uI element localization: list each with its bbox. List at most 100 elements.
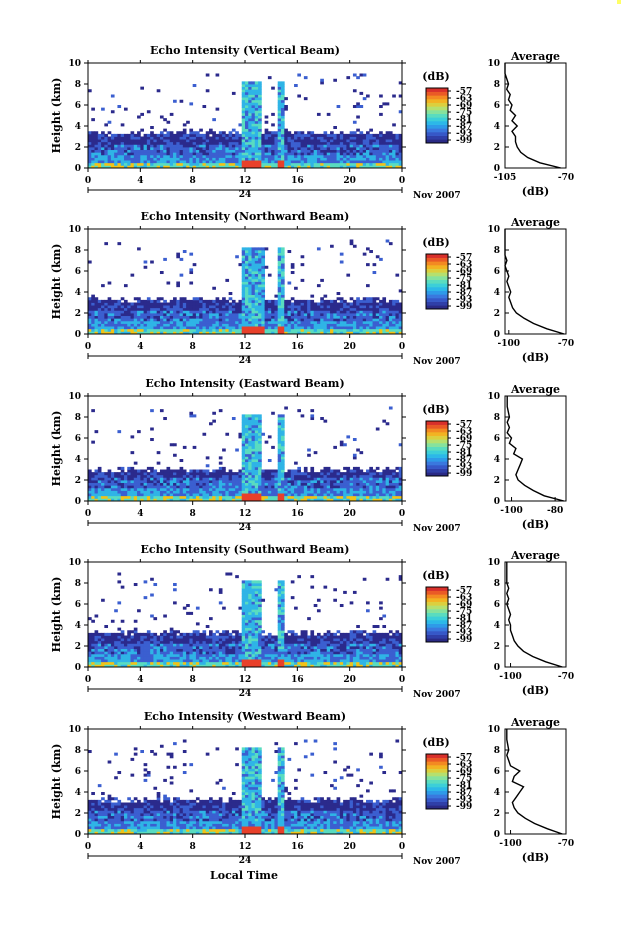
heatmap-cell [218,154,223,158]
heatmap-cell [336,157,341,161]
heatmap-cell [392,485,396,489]
heatmap-cell [271,136,275,140]
heatmap-cell [215,477,220,481]
y-tick-label: 10 [68,392,81,402]
heatmap-cell [97,664,102,668]
heatmap-cell [114,147,118,151]
heatmap-cell [261,307,266,311]
heatmap-cell [156,477,161,481]
heatmap-cell [392,160,396,164]
heatmap-cell [245,472,249,476]
heatmap-cell [343,310,347,314]
heatmap-cell [352,318,357,322]
heatmap-cell [388,133,393,137]
heatmap-cell [346,320,351,324]
heatmap-cell [218,323,223,327]
heatmap-cell [123,133,128,137]
heatmap-cell [88,320,92,324]
heatmap-cell [313,165,318,169]
heatmap-cell [310,133,315,137]
heatmap-cell [297,94,301,98]
heatmap-cell [173,498,177,502]
heatmap-cell [352,315,357,319]
heatmap-cell [166,136,171,140]
heatmap-cell [117,326,122,330]
heatmap-cell [297,477,301,481]
heatmap-cell [254,286,259,290]
heatmap-cell [356,482,360,486]
heatmap-cell [274,149,279,153]
heatmap-cell [316,315,321,319]
heatmap-cell [228,154,233,158]
heatmap-cell [382,141,387,145]
heatmap-cell [110,490,115,494]
heatmap-cell [130,469,135,473]
heatmap-cell [231,320,236,324]
heatmap-cell [235,136,239,140]
heatmap-cell [264,120,269,124]
heatmap-cell [339,252,344,256]
heatmap-cell [349,310,354,314]
heatmap-cell [127,133,131,137]
heatmap-cell [153,305,158,309]
heatmap-cell [261,320,266,324]
heatmap-cell [88,477,92,481]
heatmap-cell [199,133,203,137]
heatmap-cell [123,147,128,151]
heatmap-cell [231,487,236,491]
heatmap-cell [248,286,252,290]
heatmap-cell [192,305,197,309]
heatmap-cell [264,472,269,476]
heatmap-cell [258,326,262,330]
heatmap-cell [150,165,154,169]
heatmap-cell [307,315,311,319]
heatmap-cell [343,323,347,327]
heatmap-cell [218,165,223,169]
heatmap-cell [123,313,128,317]
heatmap-cell [300,133,305,137]
heatmap-cell [274,160,279,164]
heatmap-cell [91,297,95,301]
heatmap-cell [143,139,148,143]
heatmap-cell [251,133,256,137]
heatmap-cell [274,495,279,499]
heatmap-cell [379,482,383,486]
heatmap-cell [280,331,285,335]
heatmap-cell [238,160,243,164]
heatmap-cell [146,154,151,158]
heatmap-cell [251,482,256,486]
heatmap-cell [254,443,259,447]
heatmap-cell [241,422,246,426]
heatmap-cell [280,118,285,122]
heatmap-cell [261,271,266,275]
heatmap-cell [290,495,295,499]
heatmap-cell [137,487,141,491]
heatmap-cell [300,331,305,335]
heatmap-cell [333,490,337,494]
heatmap-cell [127,141,131,145]
heatmap-cell [245,255,249,259]
heatmap-cell [323,144,328,148]
heatmap-cell [101,493,105,497]
heatmap-cell [300,154,305,158]
heatmap-cell [297,490,301,494]
heatmap-cell [97,323,102,327]
heatmap-cell [91,664,95,668]
heatmap-cell [117,656,122,660]
heatmap-cell [189,326,194,330]
colorbar-segment [426,106,448,111]
heatmap-cell [143,320,148,324]
heatmap-cell [343,320,347,324]
heatmap-cell [241,115,246,119]
heatmap-cell [323,133,328,137]
heatmap-cell [245,105,249,109]
heatmap-cell [182,162,187,166]
panel-title: Echo Intensity (Eastward Beam) [145,377,344,390]
heatmap-cell [117,487,122,491]
heatmap-cell [303,323,308,327]
heatmap-cell [392,487,396,491]
average-y-tick-label: 6 [494,434,500,444]
heatmap-cell [300,487,305,491]
heatmap-cell [336,147,341,151]
heatmap-cell [330,498,334,502]
